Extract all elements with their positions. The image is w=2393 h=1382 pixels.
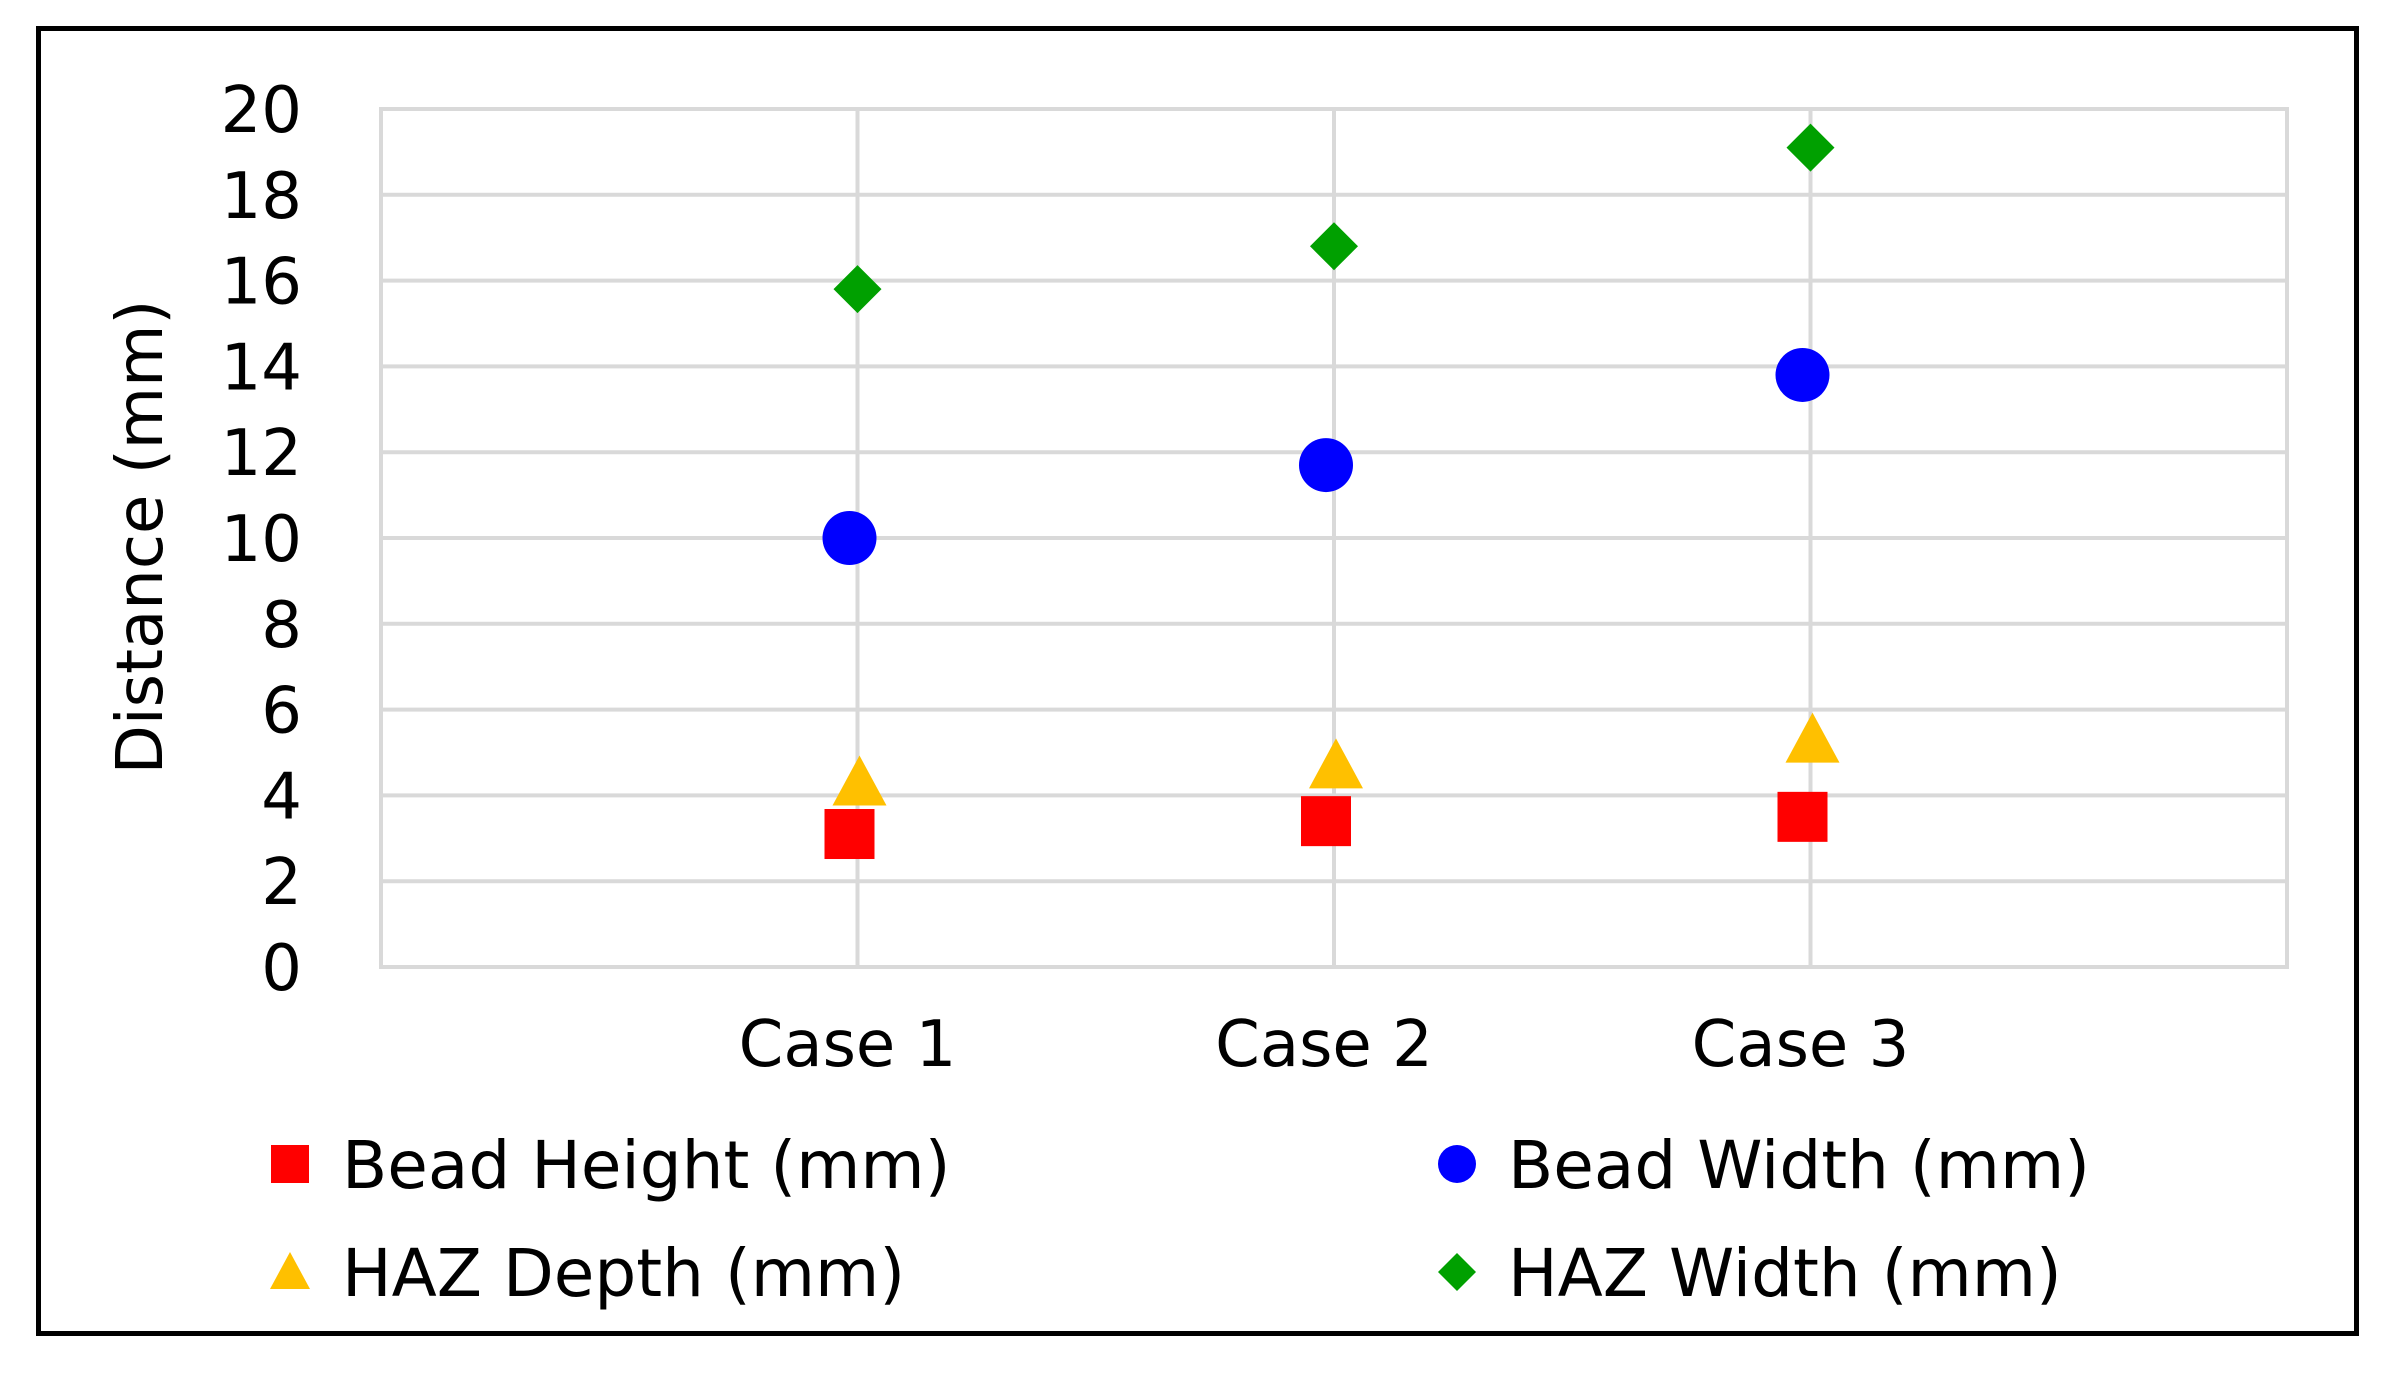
haz-width-point	[833, 265, 882, 314]
haz-width-point	[1310, 222, 1358, 271]
y-axis-label: Distance (mm)	[104, 300, 178, 775]
bead-height-point	[1777, 791, 1828, 842]
x-tick-label: Case 3	[1692, 1008, 1910, 1082]
bead-width-point	[822, 511, 877, 565]
y-axis-ticks: 0 2 4 6 8 10 12 14 16 18 20	[221, 74, 302, 1006]
chart-frame	[36, 26, 2359, 1336]
y-tick-label: 12	[221, 417, 302, 491]
legend-haz-depth-label: HAZ Depth (mm)	[342, 1235, 905, 1312]
y-tick-label: 2	[261, 846, 302, 920]
bead-height-point	[824, 809, 875, 860]
haz-width-point	[1786, 123, 1835, 172]
y-tick-label: 20	[221, 74, 302, 148]
legend-bead-height-label: Bead Height (mm)	[342, 1127, 950, 1204]
x-tick-label: Case 1	[739, 1008, 957, 1082]
y-tick-label: 0	[261, 932, 302, 1006]
bead-width-point	[1299, 438, 1353, 493]
data-points	[822, 123, 1840, 860]
bead-height-point	[1301, 796, 1351, 847]
haz-depth-point	[832, 755, 887, 806]
haz-depth-point	[1785, 712, 1840, 763]
legend-bead-width-marker	[1438, 1145, 1476, 1183]
y-tick-label: 4	[261, 760, 302, 834]
legend-haz-depth-marker	[270, 1252, 310, 1289]
y-tick-label: 18	[221, 160, 302, 234]
y-tick-label: 16	[221, 246, 302, 320]
bead-width-point	[1775, 347, 1830, 402]
haz-depth-point	[1309, 738, 1363, 789]
y-tick-label: 10	[221, 503, 302, 577]
legend-haz-width-marker	[1438, 1253, 1476, 1291]
x-axis-ticks: Case 1 Case 2 Case 3	[739, 1008, 1910, 1082]
legend-bead-width-label: Bead Width (mm)	[1508, 1127, 2090, 1204]
y-tick-label: 14	[221, 331, 302, 405]
legend: Bead Height (mm) Bead Width (mm) HAZ Depth…	[270, 1127, 2090, 1312]
legend-bead-height-marker	[271, 1145, 309, 1183]
x-tick-label: Case 2	[1215, 1008, 1433, 1082]
y-tick-label: 6	[261, 675, 302, 749]
legend-haz-width-label: HAZ Width (mm)	[1508, 1235, 2062, 1312]
y-tick-label: 8	[261, 589, 302, 663]
